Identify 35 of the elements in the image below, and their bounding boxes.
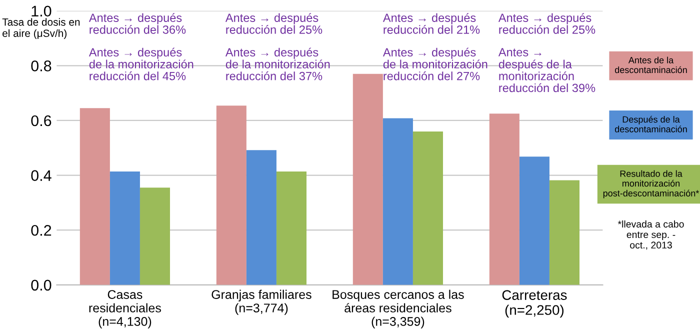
x-tick-label: Bosques cercanos a las áreas residenciales (n=3,359) <box>332 290 464 328</box>
annotation: Antes → después reducción del 36% <box>88 13 186 34</box>
y-tick-label: 0.6 <box>31 115 52 126</box>
annotation: Antes → después de la monitorización reducción del 45% <box>88 48 194 80</box>
bar <box>80 108 110 285</box>
text: Antes de la descontaminación <box>614 56 687 74</box>
bar <box>110 171 140 285</box>
bar <box>549 180 580 285</box>
bar <box>352 74 383 285</box>
y-tick-label: 0.4 <box>31 170 52 181</box>
x-tick-label: Casas residenciales (n=4,130) <box>89 290 161 328</box>
y-axis-title: Tasa de dosis en el aire (μSv/h) <box>2 18 80 40</box>
text: Después de la descontaminación <box>614 116 687 132</box>
bar <box>246 150 276 285</box>
annotation: Antes → después reducción del 25% <box>225 13 322 34</box>
annotation: Antes → después reducción del 21% <box>382 13 480 34</box>
bar <box>412 131 443 285</box>
annotation: Antes → después de la monitorización reducción del 37% <box>225 48 330 80</box>
bar <box>519 156 550 285</box>
annotation: Antes → después reducción del 25% <box>498 13 596 34</box>
bar <box>216 106 246 285</box>
y-tick-label: 0.8 <box>31 60 52 72</box>
bar <box>382 118 413 285</box>
y-tick-label: 0.2 <box>31 224 52 236</box>
bar <box>140 188 170 285</box>
text: 0.0 <box>31 280 52 291</box>
annotation: Antes → después de la monitorización reducción del 39% <box>498 48 596 92</box>
text: 1.0 <box>32 6 52 17</box>
annotation: Antes → después de la monitorización reducción del 27% <box>382 48 488 80</box>
bar <box>276 171 306 285</box>
bar <box>489 114 520 285</box>
x-tick-label: Granjas familiares (n=3,774) <box>212 290 312 315</box>
text: Resultado de la monitorización post-descontaminación* <box>603 170 700 198</box>
text: *llevada a cabo entre sep. - oct., 2013 <box>618 220 684 250</box>
x-tick-label: Carreteras (n=2,250) <box>502 290 567 318</box>
